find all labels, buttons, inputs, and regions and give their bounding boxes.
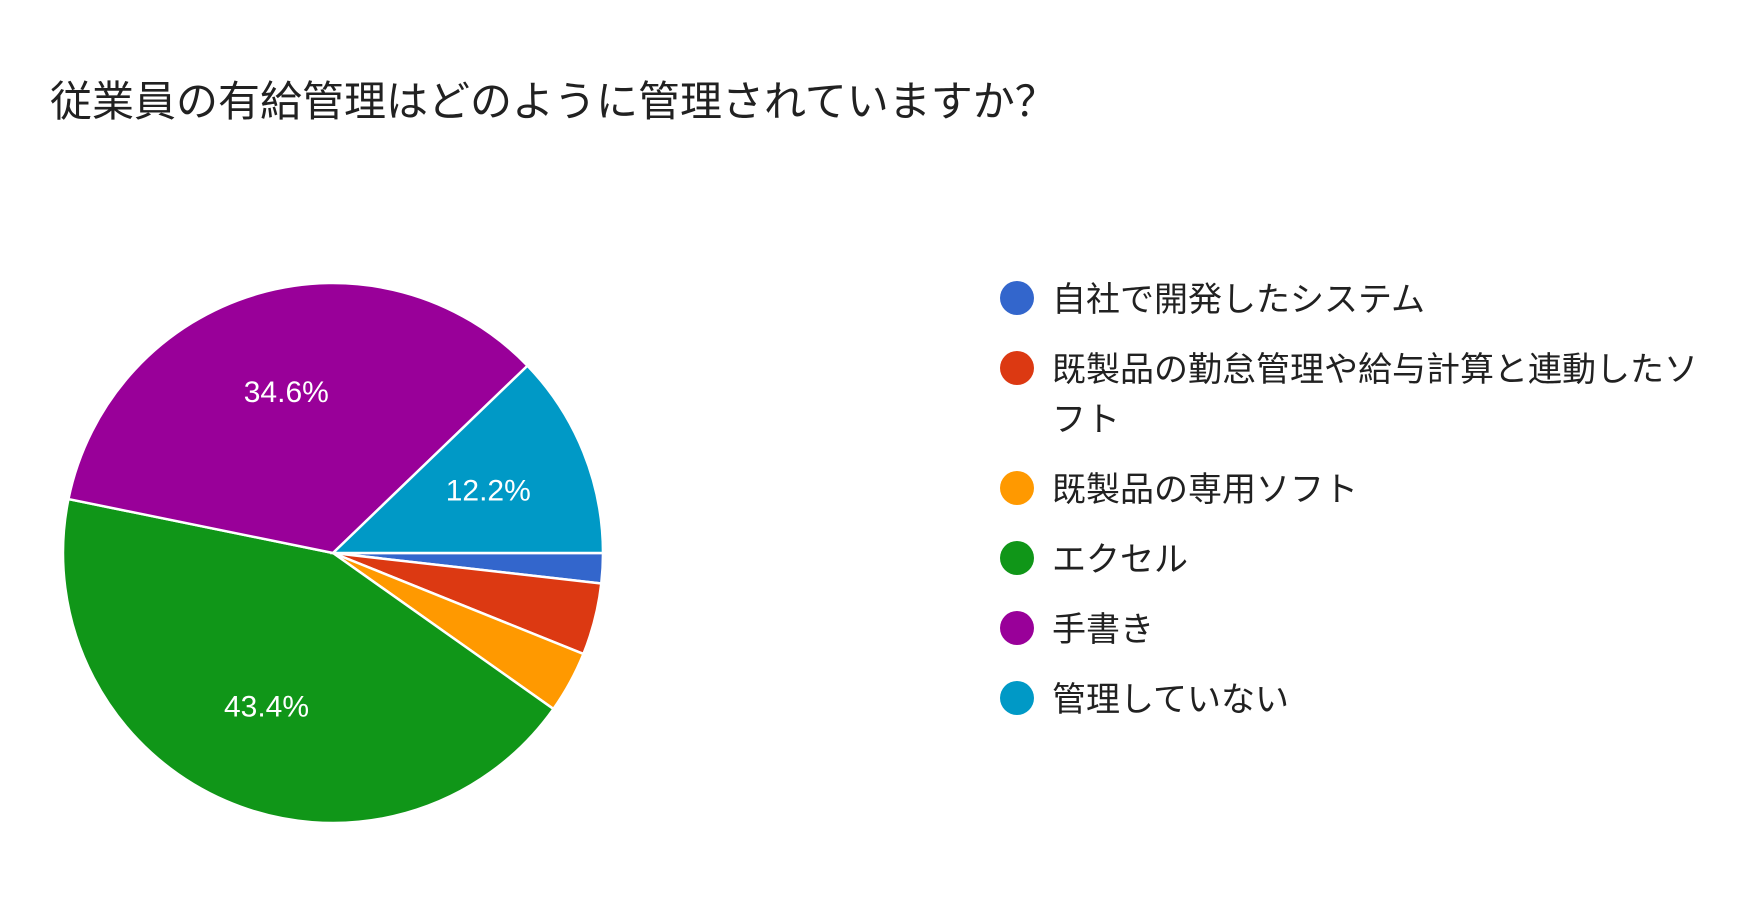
legend-swatch-icon bbox=[1000, 541, 1034, 575]
legend-label: 手書き bbox=[1052, 610, 1154, 650]
slice-percent-label: 12.2% bbox=[446, 474, 531, 507]
legend: 自社で開発したシステム既製品の勤怠管理や給与計算と連動したソフト既製品の専用ソフ… bbox=[1000, 275, 1720, 745]
legend-label: エクセル bbox=[1052, 540, 1188, 580]
pie-slice[interactable] bbox=[329, 363, 605, 555]
legend-swatch-icon bbox=[1000, 281, 1034, 315]
legend-label: 管理していない bbox=[1052, 680, 1289, 720]
legend-item[interactable]: 既製品の専用ソフト bbox=[1000, 465, 1720, 515]
legend-item[interactable]: 手書き bbox=[1000, 605, 1720, 655]
chart-title: 従業員の有給管理はどのように管理されていますか？ bbox=[50, 77, 1057, 126]
legend-swatch-icon bbox=[1000, 611, 1034, 645]
legend-swatch-icon bbox=[1000, 351, 1034, 385]
legend-item[interactable]: 管理していない bbox=[1000, 675, 1720, 725]
legend-label: 自社で開発したシステム bbox=[1052, 280, 1425, 320]
legend-label: 既製品の専用ソフト bbox=[1052, 470, 1358, 510]
legend-swatch-icon bbox=[1000, 471, 1034, 505]
pie-slice[interactable] bbox=[61, 497, 556, 825]
legend-item[interactable]: エクセル bbox=[1000, 535, 1720, 585]
legend-label: 既製品の勤怠管理や給与計算と連動したソフト bbox=[1052, 350, 1698, 440]
legend-item[interactable]: 自社で開発したシステム bbox=[1000, 275, 1720, 325]
pie-slice[interactable] bbox=[66, 281, 530, 555]
slice-percent-label: 34.6% bbox=[244, 376, 329, 409]
slice-percent-label: 43.4% bbox=[224, 691, 309, 724]
legend-swatch-icon bbox=[1000, 681, 1034, 715]
legend-item[interactable]: 既製品の勤怠管理や給与計算と連動したソフト bbox=[1000, 345, 1720, 445]
